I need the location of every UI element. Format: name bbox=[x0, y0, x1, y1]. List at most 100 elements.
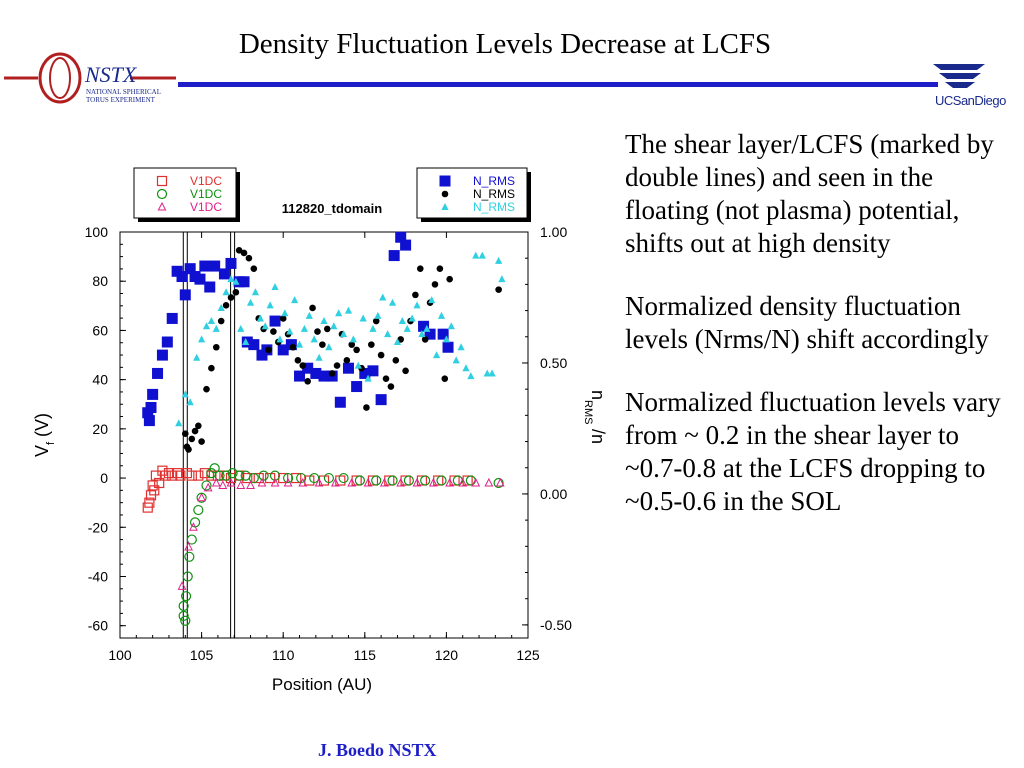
legend-marker bbox=[439, 175, 451, 187]
data-point bbox=[179, 289, 191, 301]
data-point bbox=[392, 357, 400, 364]
data-point bbox=[294, 370, 306, 382]
data-point bbox=[325, 343, 333, 351]
x-tick-label: 110 bbox=[272, 647, 295, 663]
data-point bbox=[191, 427, 199, 435]
data-point bbox=[160, 470, 171, 481]
data-point bbox=[250, 265, 258, 272]
data-point bbox=[207, 317, 215, 325]
data-point bbox=[281, 309, 289, 317]
y-tick-label: -60 bbox=[88, 618, 108, 634]
nstx-logo: NSTX NATIONAL SPHERICAL TORUS EXPERIMENT bbox=[4, 52, 176, 104]
legend-marker bbox=[156, 188, 168, 200]
footer-author: J. Boedo NSTX bbox=[318, 740, 437, 760]
nstx-logo-text: NSTX bbox=[84, 62, 138, 87]
data-point bbox=[315, 353, 323, 361]
data-point bbox=[395, 231, 407, 243]
data-point bbox=[251, 288, 260, 296]
data-point bbox=[198, 335, 206, 343]
y2-tick-label: 1.00 bbox=[540, 224, 567, 240]
data-point bbox=[323, 325, 331, 333]
data-point bbox=[218, 268, 230, 280]
y2-axis-label-tail: /n bbox=[588, 429, 608, 444]
data-point bbox=[393, 338, 402, 346]
data-point bbox=[283, 477, 293, 487]
data-point bbox=[266, 301, 274, 309]
data-point bbox=[246, 480, 255, 489]
legend-label: V1DC bbox=[190, 187, 222, 201]
data-point bbox=[400, 239, 412, 251]
data-point bbox=[248, 472, 259, 484]
data-point bbox=[201, 480, 212, 491]
data-point bbox=[424, 328, 436, 340]
data-point bbox=[270, 477, 280, 487]
data-point bbox=[211, 477, 221, 487]
data-point bbox=[144, 497, 155, 508]
data-point bbox=[412, 291, 419, 299]
data-point bbox=[214, 470, 225, 481]
nstx-logo-sub-2: TORUS EXPERIMENT bbox=[86, 96, 156, 104]
data-point bbox=[197, 492, 207, 502]
data-point bbox=[374, 311, 382, 319]
data-point bbox=[403, 475, 414, 486]
y-tick-label: -20 bbox=[88, 519, 108, 535]
legend-label: N_RMS bbox=[473, 174, 515, 188]
x-axis-label: Position (AU) bbox=[272, 675, 372, 694]
data-point bbox=[334, 396, 346, 408]
data-point bbox=[330, 322, 338, 330]
data-point bbox=[227, 275, 235, 283]
data-point bbox=[253, 472, 264, 484]
data-point bbox=[178, 610, 189, 621]
data-point bbox=[310, 335, 318, 343]
data-point bbox=[212, 324, 220, 332]
data-point bbox=[368, 341, 375, 348]
data-point bbox=[363, 477, 373, 487]
bullet-2: Normalized density fluctuation levels (N… bbox=[625, 291, 989, 354]
legend-marker bbox=[157, 201, 167, 211]
chart-title: 112820_tdomain bbox=[282, 201, 383, 216]
data-point bbox=[276, 335, 284, 343]
legend-label: V1DC bbox=[190, 200, 222, 214]
data-point bbox=[418, 330, 426, 338]
data-point bbox=[261, 322, 269, 330]
data-point bbox=[428, 477, 438, 487]
data-point bbox=[145, 401, 157, 413]
data-point bbox=[163, 468, 175, 479]
data-point bbox=[388, 250, 400, 262]
slide-title: Density Fluctuation Levels Decrease at L… bbox=[238, 28, 772, 60]
data-point bbox=[226, 477, 236, 487]
data-point bbox=[493, 477, 504, 489]
data-point bbox=[193, 504, 204, 516]
data-point bbox=[258, 470, 269, 481]
data-point bbox=[203, 482, 213, 492]
data-point bbox=[166, 312, 178, 324]
y-tick-label: 20 bbox=[92, 421, 108, 437]
data-point bbox=[186, 534, 197, 545]
data-point bbox=[483, 369, 491, 377]
bullet-list: The shear layer/LCFS (marked by double l… bbox=[625, 128, 1020, 548]
x-tick-label: 125 bbox=[516, 647, 540, 663]
series-2 bbox=[177, 477, 505, 590]
data-point bbox=[442, 341, 454, 353]
data-point bbox=[398, 317, 406, 325]
data-point bbox=[375, 394, 387, 406]
y2-tick-label: -0.50 bbox=[540, 617, 572, 633]
data-point bbox=[498, 275, 506, 283]
data-point bbox=[319, 341, 326, 348]
x-tick-label: 120 bbox=[435, 647, 459, 663]
data-point bbox=[299, 362, 307, 369]
data-point bbox=[234, 470, 245, 481]
data-point bbox=[184, 263, 196, 275]
data-point bbox=[367, 365, 379, 377]
ucsd-trident-icon bbox=[933, 64, 985, 88]
data-point bbox=[359, 314, 367, 322]
data-point bbox=[248, 339, 260, 351]
data-point bbox=[342, 362, 354, 374]
plot-frame bbox=[119, 231, 529, 639]
data-point bbox=[154, 477, 165, 489]
data-point bbox=[147, 388, 159, 400]
data-point bbox=[402, 367, 409, 375]
data-point bbox=[184, 551, 195, 562]
